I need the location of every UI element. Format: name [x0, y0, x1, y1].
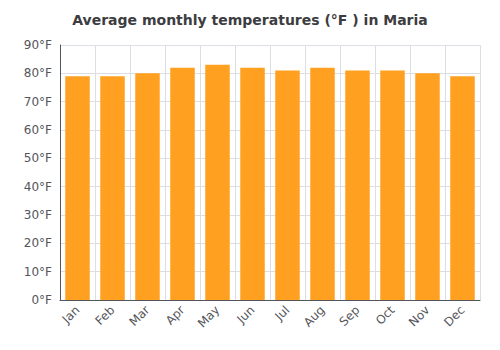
svg-text:90°F: 90°F — [24, 38, 52, 52]
svg-text:60°F: 60°F — [24, 123, 52, 137]
svg-text:Jun: Jun — [234, 303, 258, 327]
svg-text:May: May — [195, 303, 222, 330]
svg-text:Jan: Jan — [59, 303, 83, 327]
svg-text:50°F: 50°F — [24, 151, 52, 165]
svg-text:Nov: Nov — [406, 303, 432, 329]
svg-text:80°F: 80°F — [24, 66, 52, 80]
svg-text:Oct: Oct — [373, 303, 398, 328]
svg-text:20°F: 20°F — [24, 236, 52, 250]
svg-text:40°F: 40°F — [24, 180, 52, 194]
svg-text:Jul: Jul — [272, 303, 293, 324]
svg-text:Mar: Mar — [127, 303, 153, 329]
svg-text:Feb: Feb — [93, 303, 118, 328]
svg-text:10°F: 10°F — [24, 265, 52, 279]
svg-text:70°F: 70°F — [24, 95, 52, 109]
svg-text:Apr: Apr — [163, 303, 188, 328]
svg-text:Average monthly temperatures (: Average monthly temperatures (°F ) in Ma… — [72, 12, 428, 28]
svg-text:30°F: 30°F — [24, 208, 52, 222]
svg-text:Dec: Dec — [441, 303, 467, 329]
svg-text:Aug: Aug — [301, 303, 327, 329]
svg-text:0°F: 0°F — [31, 293, 52, 307]
svg-text:Sep: Sep — [337, 303, 363, 329]
